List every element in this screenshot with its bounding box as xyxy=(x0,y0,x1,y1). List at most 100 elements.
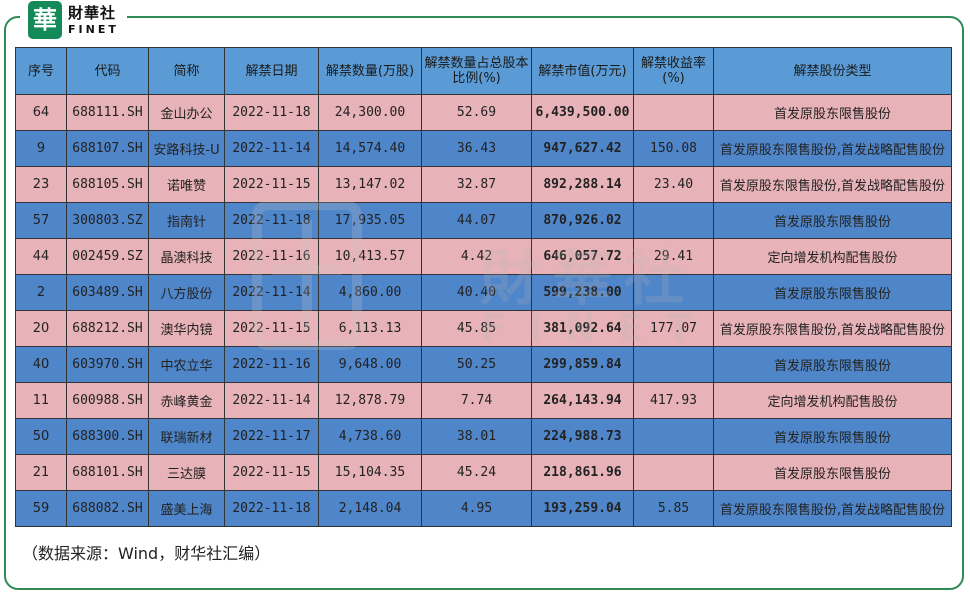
unlock-table: 序号 代码 简称 解禁日期 解禁数量(万股) 解禁数量占总股本比例(%) 解禁市… xyxy=(15,47,952,527)
col-header-type: 解禁股份类型 xyxy=(713,47,952,95)
cell-name: 盛美上海 xyxy=(148,490,225,527)
cell-value: 892,288.14 xyxy=(531,166,634,203)
cell-code: 688111.SH xyxy=(66,94,149,131)
cell-qty: 14,574.40 xyxy=(318,130,422,167)
cell-qty: 17,935.05 xyxy=(318,202,422,239)
cell-type: 首发原股东限售股份,首发战略配售股份 xyxy=(713,310,952,347)
cell-type: 首发原股东限售股份,首发战略配售股份 xyxy=(713,130,952,167)
cell-name: 中农立华 xyxy=(148,346,225,383)
cell-code: 600988.SH xyxy=(66,382,149,419)
cell-qty: 2,148.04 xyxy=(318,490,422,527)
table-row: 2 603489.SH 八方股份 2022-11-14 4,860.00 40.40 599… xyxy=(15,274,952,311)
cell-yield: 417.93 xyxy=(633,382,714,419)
cell-date: 2022-11-18 xyxy=(224,490,319,527)
cell-ratio: 36.43 xyxy=(421,130,532,167)
cell-code: 603970.SH xyxy=(66,346,149,383)
cell-date: 2022-11-14 xyxy=(224,382,319,419)
table-row: 40 603970.SH 中农立华 2022-11-16 9,648.00 50.25 29… xyxy=(15,346,952,383)
cell-qty: 6,113.13 xyxy=(318,310,422,347)
cell-date: 2022-11-17 xyxy=(224,418,319,455)
cell-value: 947,627.42 xyxy=(531,130,634,167)
cell-name: 三达膜 xyxy=(148,454,225,491)
cell-value: 646,057.72 xyxy=(531,238,634,275)
cell-yield xyxy=(633,94,714,131)
col-header-qty: 解禁数量(万股) xyxy=(318,47,422,95)
cell-code: 603489.SH xyxy=(66,274,149,311)
cell-name: 指南针 xyxy=(148,202,225,239)
cell-value: 870,926.02 xyxy=(531,202,634,239)
cell-ratio: 45.85 xyxy=(421,310,532,347)
cell-ratio: 40.40 xyxy=(421,274,532,311)
cell-date: 2022-11-16 xyxy=(224,238,319,275)
cell-code: 002459.SZ xyxy=(66,238,149,275)
brand-logo: 華 財華社 FINET xyxy=(20,0,127,40)
cell-type: 首发原股东限售股份 xyxy=(713,418,952,455)
card-frame xyxy=(4,16,964,590)
cell-yield xyxy=(633,202,714,239)
cell-type: 定向增发机构配售股份 xyxy=(713,238,952,275)
cell-value: 6,439,500.00 xyxy=(531,94,634,131)
cell-no: 64 xyxy=(15,94,67,131)
cell-date: 2022-11-18 xyxy=(224,202,319,239)
table-row: 64 688111.SH 金山办公 2022-11-18 24,300.00 52.69 6… xyxy=(15,94,952,131)
cell-no: 50 xyxy=(15,418,67,455)
cell-value: 218,861.96 xyxy=(531,454,634,491)
table-row: 44 002459.SZ 晶澳科技 2022-11-16 10,413.57 4.42 64… xyxy=(15,238,952,275)
cell-name: 金山办公 xyxy=(148,94,225,131)
brand-mark: 華 xyxy=(28,1,62,39)
col-header-date: 解禁日期 xyxy=(224,47,319,95)
cell-code: 688212.SH xyxy=(66,310,149,347)
cell-qty: 24,300.00 xyxy=(318,94,422,131)
brand-name-en: FINET xyxy=(68,22,119,36)
cell-no: 44 xyxy=(15,238,67,275)
cell-type: 首发原股东限售股份 xyxy=(713,274,952,311)
cell-code: 300803.SZ xyxy=(66,202,149,239)
cell-type: 首发原股东限售股份 xyxy=(713,346,952,383)
cell-date: 2022-11-16 xyxy=(224,346,319,383)
cell-type: 首发原股东限售股份,首发战略配售股份 xyxy=(713,166,952,203)
cell-yield: 23.40 xyxy=(633,166,714,203)
cell-no: 11 xyxy=(15,382,67,419)
cell-date: 2022-11-15 xyxy=(224,310,319,347)
table-row: 21 688101.SH 三达膜 2022-11-15 15,104.35 45.24 21… xyxy=(15,454,952,491)
cell-ratio: 50.25 xyxy=(421,346,532,383)
cell-no: 57 xyxy=(15,202,67,239)
table-header-row: 序号 代码 简称 解禁日期 解禁数量(万股) 解禁数量占总股本比例(%) 解禁市… xyxy=(15,47,952,95)
cell-ratio: 4.42 xyxy=(421,238,532,275)
col-header-code: 代码 xyxy=(66,47,149,95)
cell-name: 八方股份 xyxy=(148,274,225,311)
cell-value: 381,092.64 xyxy=(531,310,634,347)
col-header-ratio: 解禁数量占总股本比例(%) xyxy=(421,47,532,95)
table-row: 20 688212.SH 澳华内镜 2022-11-15 6,113.13 45.85 38… xyxy=(15,310,952,347)
cell-date: 2022-11-15 xyxy=(224,454,319,491)
cell-qty: 15,104.35 xyxy=(318,454,422,491)
cell-yield xyxy=(633,274,714,311)
cell-date: 2022-11-15 xyxy=(224,166,319,203)
cell-ratio: 44.07 xyxy=(421,202,532,239)
cell-name: 晶澳科技 xyxy=(148,238,225,275)
table-row: 59 688082.SH 盛美上海 2022-11-18 2,148.04 4.95 193… xyxy=(15,490,952,527)
cell-type: 首发原股东限售股份,首发战略配售股份 xyxy=(713,490,952,527)
cell-yield: 5.85 xyxy=(633,490,714,527)
cell-qty: 9,648.00 xyxy=(318,346,422,383)
cell-no: 20 xyxy=(15,310,67,347)
source-note: （数据来源：Wind，财华社汇编） xyxy=(22,544,271,563)
cell-no: 59 xyxy=(15,490,67,527)
cell-no: 9 xyxy=(15,130,67,167)
cell-type: 首发原股东限售股份 xyxy=(713,202,952,239)
cell-ratio: 32.87 xyxy=(421,166,532,203)
cell-yield: 177.07 xyxy=(633,310,714,347)
cell-type: 首发原股东限售股份 xyxy=(713,454,952,491)
cell-code: 688082.SH xyxy=(66,490,149,527)
cell-no: 40 xyxy=(15,346,67,383)
cell-no: 23 xyxy=(15,166,67,203)
cell-ratio: 38.01 xyxy=(421,418,532,455)
cell-no: 21 xyxy=(15,454,67,491)
cell-name: 澳华内镜 xyxy=(148,310,225,347)
brand-name-cn: 財華社 xyxy=(68,3,117,22)
col-header-yield: 解禁收益率(%) xyxy=(633,47,714,95)
cell-name: 赤峰黄金 xyxy=(148,382,225,419)
cell-no: 2 xyxy=(15,274,67,311)
table-row: 9 688107.SH 安路科技-U 2022-11-14 14,574.40 36.43… xyxy=(15,130,952,167)
cell-ratio: 52.69 xyxy=(421,94,532,131)
